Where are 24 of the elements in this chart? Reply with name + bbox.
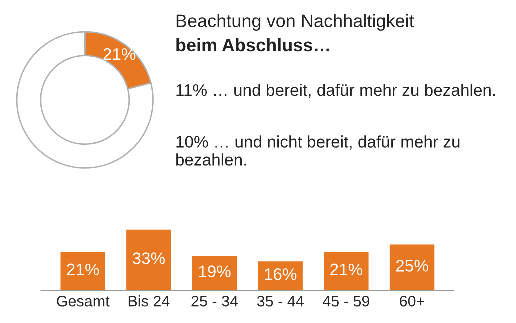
x-tick-label: 25 - 34: [192, 296, 238, 307]
bar: [256, 260, 304, 291]
data-label: 33%: [132, 252, 166, 264]
bar: [322, 250, 370, 291]
data-label: 21%: [104, 48, 136, 60]
x-tick-label: Bis 24: [128, 296, 170, 307]
text: Beachtung von Nachhaltigkeit: [176, 14, 414, 32]
x-tick-label: 60+: [400, 296, 424, 307]
x-tick-label: 35 - 44: [257, 296, 304, 307]
x-tick-label: 45 - 59: [323, 296, 370, 307]
data-label: 21%: [330, 264, 363, 276]
data-label: 21%: [67, 264, 100, 276]
x-tick-label: Gesamt: [57, 296, 110, 307]
text: beim Abschluss…: [176, 38, 330, 52]
text: 10% … und nicht bereit, dafür mehr zu bezahlen.: [176, 136, 460, 166]
donut-slice: [16, 31, 154, 169]
bar: [388, 243, 436, 291]
bar: [191, 254, 238, 291]
data-label: 25%: [396, 260, 428, 272]
data-label: 19%: [199, 266, 231, 278]
data-label: 16%: [265, 268, 297, 280]
bar: [125, 228, 173, 291]
text: 11% … und bereit, dafür mehr zu bezahlen.: [176, 84, 496, 98]
bar: [59, 250, 107, 291]
